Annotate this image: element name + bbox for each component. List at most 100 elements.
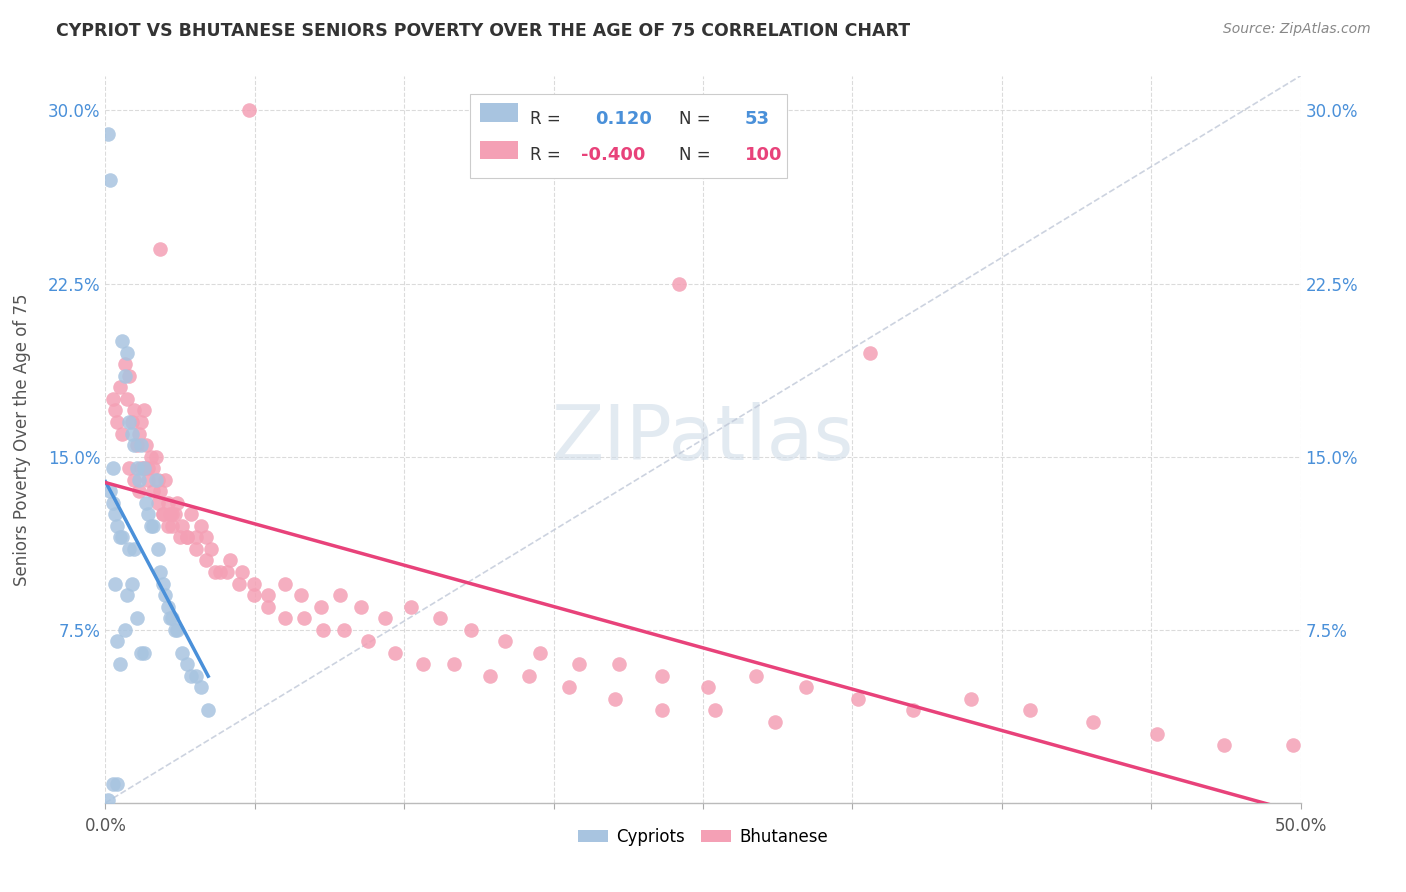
Point [959,692,981,706]
Point [180,508,202,522]
Point [107,634,129,648]
Point [651,669,673,683]
Point [204,565,226,579]
Text: R =: R = [530,146,561,164]
Point [846,692,869,706]
Point [176,530,198,544]
Text: -0.400: -0.400 [581,146,645,164]
Point [603,692,626,706]
Point [129,415,153,429]
Point [186,669,208,683]
Point [128,484,150,499]
Point [118,368,141,383]
Point [696,681,718,695]
Point [194,553,217,567]
Point [156,519,179,533]
Point [115,392,138,406]
Point [309,599,332,614]
Point [142,519,165,533]
Point [209,565,232,579]
Point [1081,714,1104,729]
Point [200,541,222,556]
Point [138,461,160,475]
Point [429,611,451,625]
Point [114,623,136,637]
Point [111,334,134,349]
Point [146,541,169,556]
Point [460,623,482,637]
Point [1146,726,1168,740]
Text: N =: N = [679,146,710,164]
Point [149,242,172,256]
Point [149,484,172,499]
Point [138,508,160,522]
Point [114,357,136,371]
Point [242,576,264,591]
Point [273,611,295,625]
Point [101,496,124,510]
Point [114,368,136,383]
Point [166,496,188,510]
Point [290,588,312,602]
FancyBboxPatch shape [470,94,787,178]
Text: 100: 100 [745,146,782,164]
Point [568,657,591,672]
Text: 0.120: 0.120 [596,110,652,128]
Point [152,576,174,591]
Point [162,508,184,522]
Text: 53: 53 [745,110,770,128]
Point [312,623,335,637]
Point [108,530,131,544]
Point [156,599,179,614]
Point [1282,738,1305,752]
Point [146,473,169,487]
Point [350,599,373,614]
Point [163,508,186,522]
Point [744,669,766,683]
Point [111,426,134,441]
Point [170,646,193,660]
Point [668,277,690,291]
Point [607,657,630,672]
Point [190,519,212,533]
Point [132,403,155,417]
Point [115,345,138,359]
Point [162,519,184,533]
Point [149,565,172,579]
Point [118,541,141,556]
Point [128,426,150,441]
Point [163,623,186,637]
Point [494,634,516,648]
Point [104,508,127,522]
Point [125,461,148,475]
Point [101,461,124,475]
Point [129,438,153,452]
Point [217,565,239,579]
Y-axis label: Seniors Poverty Over the Age of 75: Seniors Poverty Over the Age of 75 [13,293,31,585]
Point [132,461,155,475]
Point [97,127,120,141]
Point [135,496,157,510]
Point [139,450,162,464]
Point [176,657,198,672]
Point [384,646,406,660]
Point [651,704,673,718]
Point [153,588,177,602]
Point [704,704,727,718]
Legend: Cypriots, Bhutanese: Cypriots, Bhutanese [571,822,835,853]
Point [125,611,148,625]
Point [231,565,253,579]
Point [101,777,124,791]
Point [292,611,315,625]
Point [118,415,141,429]
Text: R =: R = [530,110,561,128]
Point [859,345,882,359]
Point [903,704,925,718]
Point [132,461,155,475]
Point [1019,704,1042,718]
Point [108,380,131,394]
Point [794,681,817,695]
Point [122,403,145,417]
Point [121,576,143,591]
Point [101,392,124,406]
